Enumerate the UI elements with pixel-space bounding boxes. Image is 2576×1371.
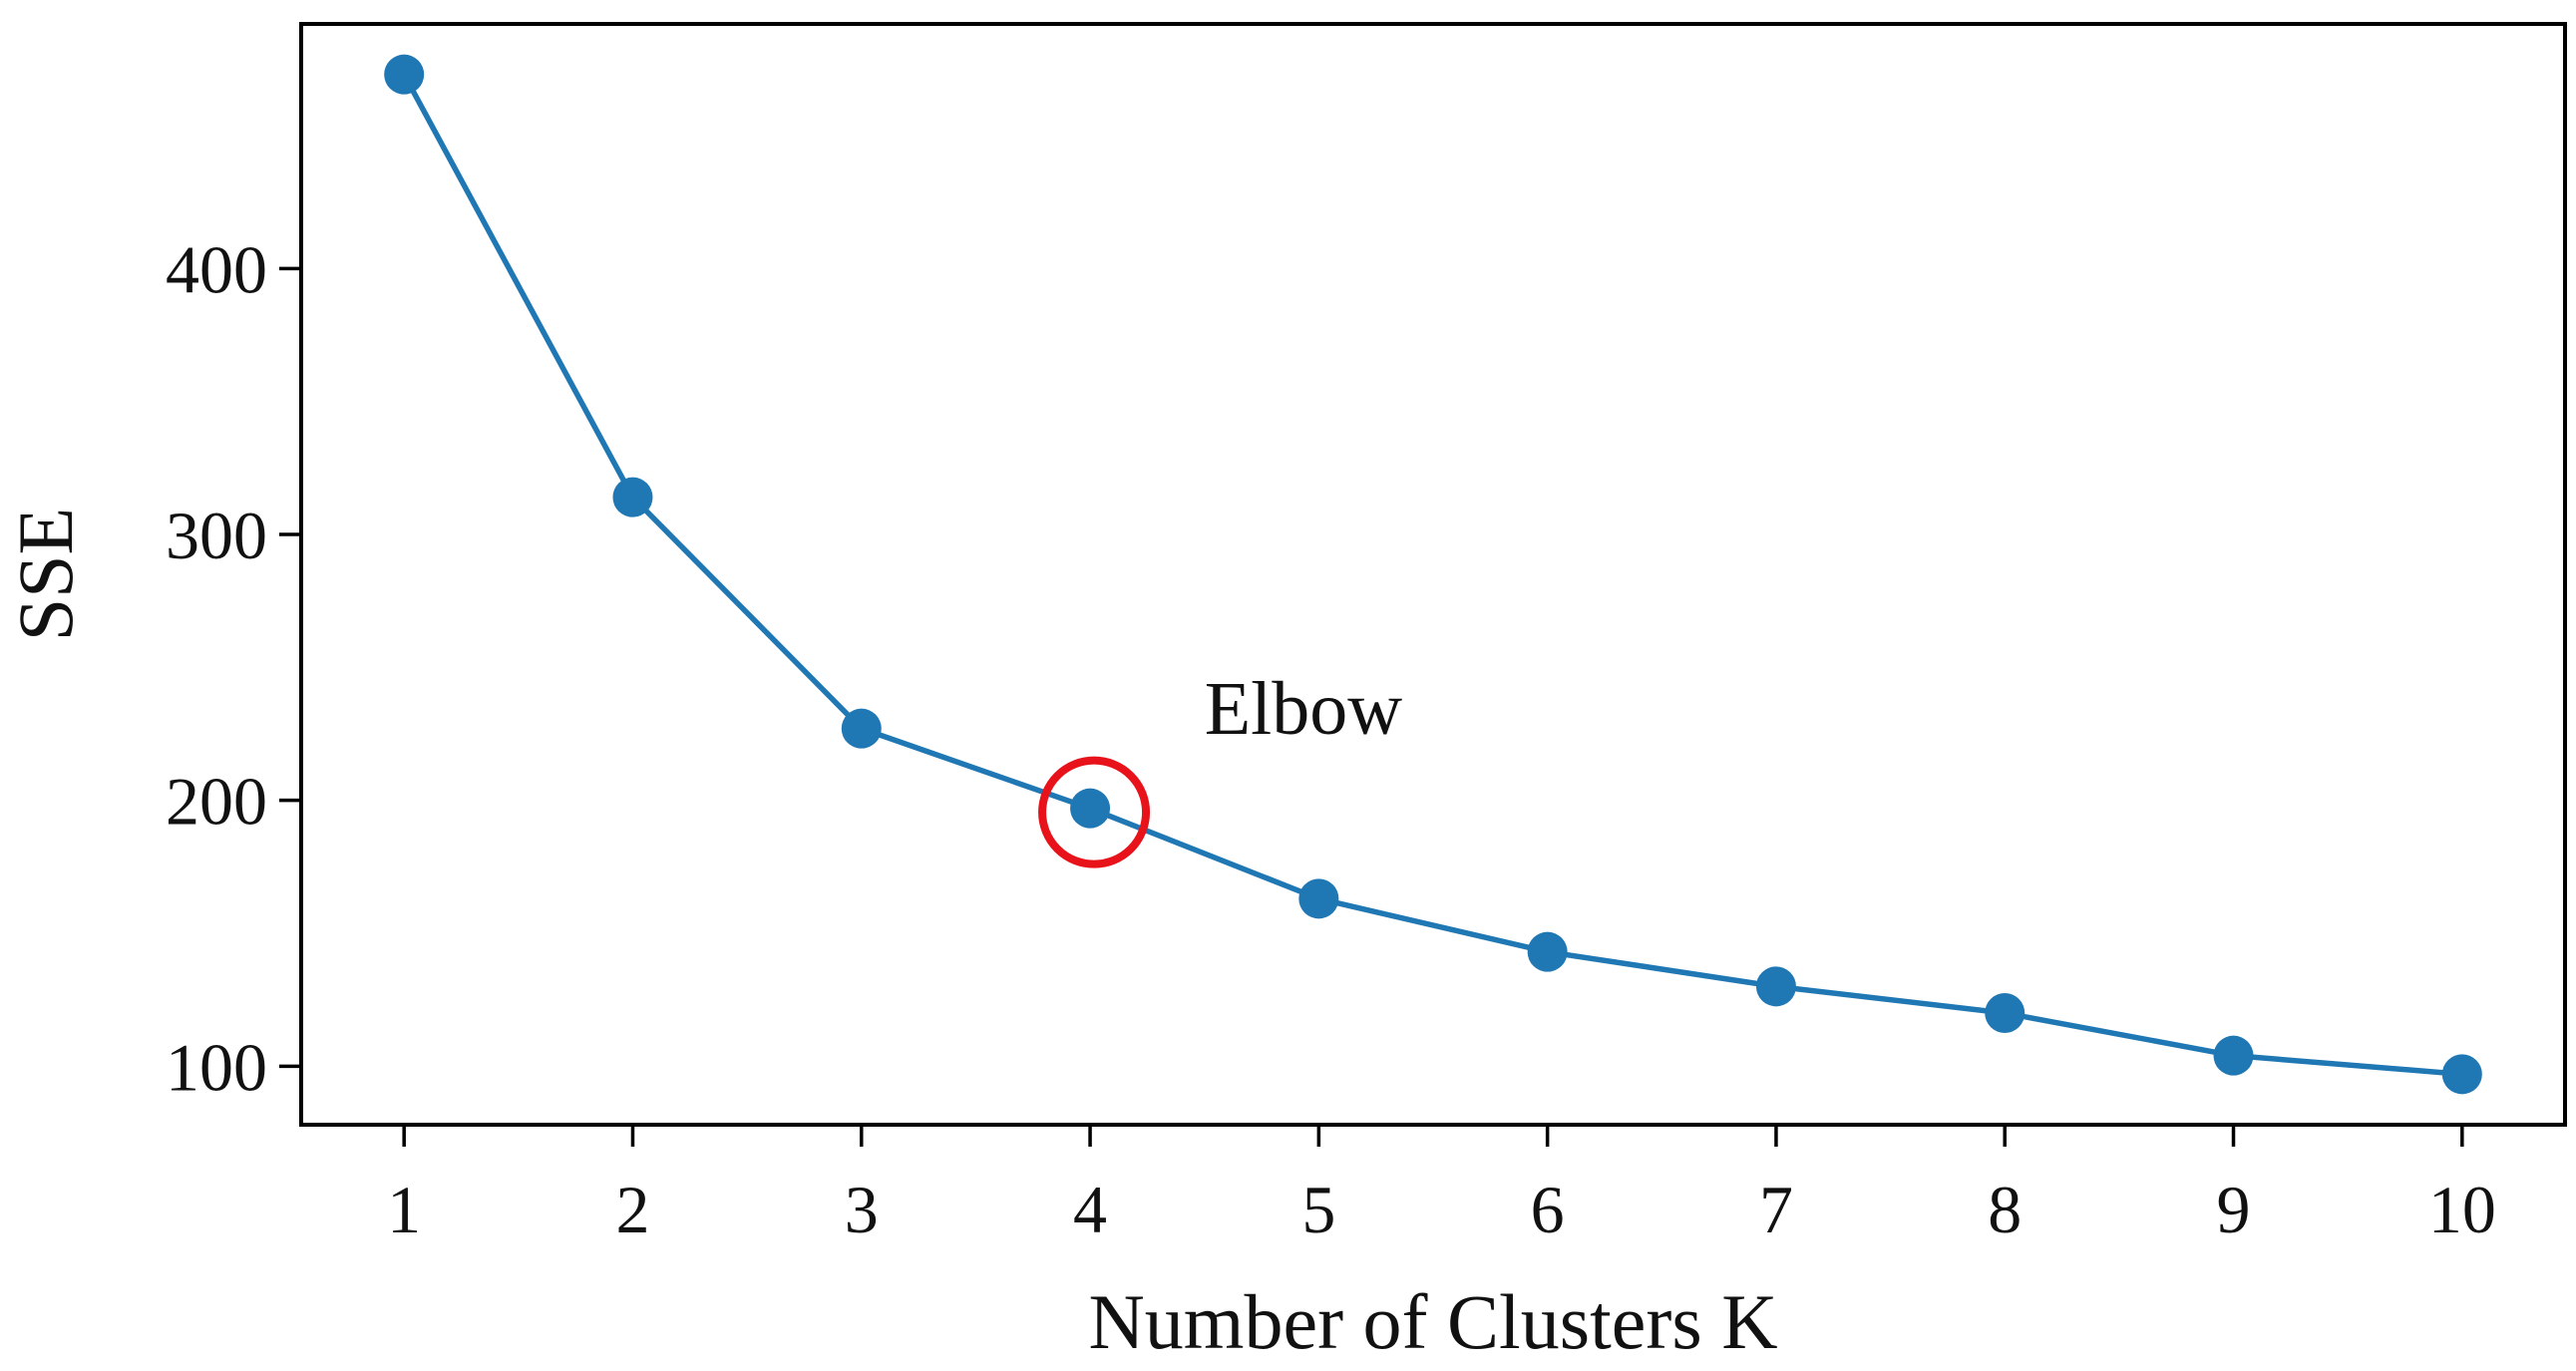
x-tick-label: 3 — [845, 1172, 879, 1247]
x-tick-label: 8 — [1988, 1172, 2022, 1247]
x-tick-label: 7 — [1759, 1172, 1793, 1247]
x-tick-label: 5 — [1301, 1172, 1335, 1247]
y-axis-title: SSE — [2, 508, 89, 641]
data-point — [1755, 966, 1796, 1007]
y-tick-label: 100 — [166, 1029, 267, 1105]
data-point — [384, 54, 425, 95]
series-line — [401, 71, 2465, 1078]
x-tick-label: 1 — [387, 1172, 421, 1247]
data-point — [841, 708, 882, 749]
y-tick-label: 400 — [166, 231, 267, 307]
x-tick-label: 2 — [615, 1172, 649, 1247]
series-layer — [384, 54, 2482, 1095]
x-tick-label: 9 — [2217, 1172, 2251, 1247]
elbow-highlight-circle — [1038, 756, 1151, 868]
y-tick-label: 300 — [166, 498, 267, 573]
data-point — [612, 477, 653, 517]
annotation-layer: Elbow — [1038, 667, 1403, 868]
plot-frame — [299, 22, 2567, 1127]
x-tick-label: 4 — [1073, 1172, 1107, 1247]
data-point — [1985, 993, 2025, 1033]
data-point — [1070, 788, 1111, 829]
elbow-annotation-label: Elbow — [1205, 667, 1403, 751]
data-point — [2441, 1054, 2482, 1095]
ticks-layer: 1 2 3 4 5 6 7 8 9 10 100 200 300 400 — [166, 231, 2496, 1247]
x-tick-label: 10 — [2428, 1172, 2496, 1247]
data-point — [2213, 1035, 2254, 1076]
y-tick-label: 200 — [166, 764, 267, 840]
x-tick-label: 6 — [1531, 1172, 1565, 1247]
data-point — [1527, 931, 1568, 972]
x-axis-title: Number of Clusters K — [1088, 1278, 1777, 1365]
data-point — [1298, 878, 1339, 919]
